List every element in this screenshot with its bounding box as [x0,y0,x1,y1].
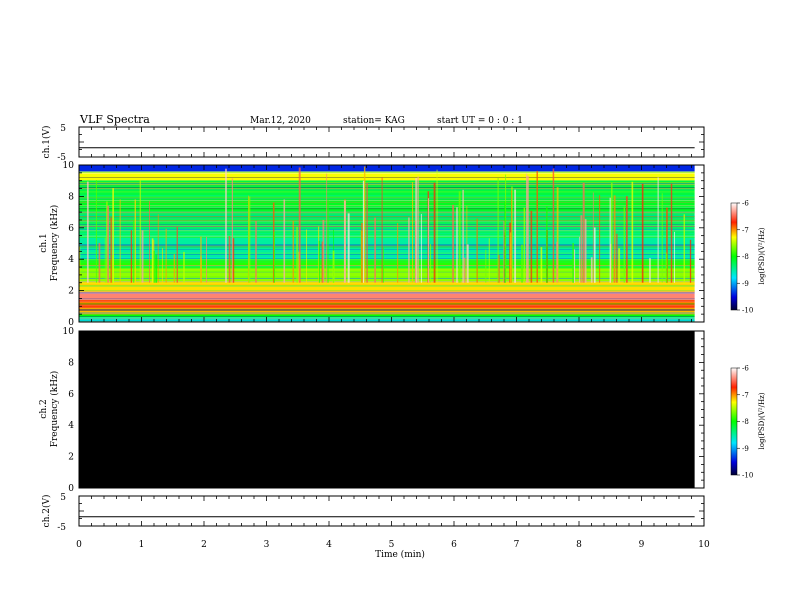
ch2-colorbar-tick-label: -10 [742,472,753,480]
ch1-spec-ylabel-channel: ch.1 [39,233,49,252]
ch2-spec-ytick-label: 2 [68,453,74,463]
ch1-colorbar: -6 -7 -8 -9 -10 log(PSD)(V²/Hz) [730,200,766,315]
ch1-colorbar-scale [730,202,738,311]
x-tick-label: 5 [389,540,395,550]
ch2-colorbar-label: log(PSD)(V²/Hz) [758,392,766,449]
ch1-spec-ytick-label: 6 [68,224,74,234]
ch1-spec-band [79,171,695,181]
ch1-spec-band [79,268,695,282]
x-tick-label: 7 [514,540,520,550]
x-tick-label: 2 [201,540,207,550]
ch1-waveform-panel: 5 -5 ch.1(V) [41,124,705,163]
ch1-spec-ytick-label: 2 [68,287,74,297]
x-tick-label: 3 [264,540,270,550]
ch2-spec-ylabel-frequency: Frequency (kHz) [49,371,60,448]
ch1-spec-band [79,235,695,260]
ch1-spec-ytick-label: 0 [68,318,74,328]
ch2-waveform-panel: 5 -5 ch.2(V) 0 1 2 3 4 5 6 7 8 9 10 Time (min) [41,493,710,560]
ch1-colorbar-tick-label: -9 [742,280,749,288]
ch1-spec-band [79,259,695,269]
x-axis-label: Time (min) [375,549,425,560]
ch1-spec-band [79,290,695,301]
ch1-colorbar-tick-label: -8 [742,253,749,261]
ch2-spectrogram-no-data-fill [79,331,695,488]
ch2-colorbar-scale [730,367,738,476]
ch1-colorbar-label: log(PSD)(V²/Hz) [758,227,766,284]
ch1-spec-band [79,314,695,318]
x-tick-label: 0 [76,540,82,550]
ch2-colorbar-tick-label: -7 [742,391,749,399]
ch1-colorbar-tick-label: -6 [742,200,749,208]
ch2-spectrogram-panel: 0 2 4 6 8 10 ch.2 Frequency (kHz) [39,327,705,494]
start-time-label: start UT = 0 : 0 : 1 [437,116,523,126]
ch1-spec-band [79,165,695,172]
ch2-colorbar-tick-label: -6 [742,365,749,373]
ch1-spectrogram-panel: 0 2 4 6 8 10 ch.1 Frequency (kHz) [39,161,705,328]
x-tick-label: 1 [139,540,145,550]
ch1-spec-ytick-label: 8 [68,192,74,202]
x-tick-label: 8 [576,540,582,550]
ch1-spec-ylabel-frequency: Frequency (kHz) [49,205,60,282]
ch2-spec-ytick-label: 6 [68,390,74,400]
x-tick-label: 9 [639,540,645,550]
ch2-spec-ytick-label: 10 [63,327,75,337]
ch1-wave-ylabel: ch.1(V) [41,126,52,159]
ch1-wave-ytick-minus5: -5 [57,153,66,163]
ch1-spec-band [79,307,695,315]
ch2-colorbar: -6 -7 -8 -9 -10 log(PSD)(V²/Hz) [730,365,766,480]
ch1-colorbar-tick-label: -10 [742,307,753,315]
ch1-colorbar-tick-label: -7 [742,226,749,234]
ch1-spec-ytick-label: 10 [63,161,75,171]
ch1-spec-band [79,212,695,236]
ch2-colorbar-tick-label: -8 [742,418,749,426]
ch2-spec-ytick-label: 4 [68,421,74,431]
ch2-spec-ytick-label: 8 [68,358,74,368]
ch2-spec-ytick-label: 0 [68,484,74,494]
ch2-wave-ylabel: ch.2(V) [41,495,52,528]
ch2-wave-ytick-5: 5 [60,493,66,503]
x-tick-label: 6 [451,540,457,550]
ch1-spec-ytick-label: 4 [68,255,74,265]
date-label: Mar.12, 2020 [250,116,311,126]
ch1-spec-band [79,281,695,291]
ch2-spec-ylabel-channel: ch.2 [39,399,49,418]
station-label: station= KAG [343,116,405,126]
ch2-wave-ytick-minus5: -5 [57,523,66,533]
ch1-spec-band [79,317,695,322]
x-tick-label: 10 [698,540,710,550]
ch1-wave-ytick-5: 5 [60,124,66,134]
ch2-colorbar-tick-label: -9 [742,445,749,453]
x-tick-label: 4 [326,540,332,550]
figure-title: VLF Spectra [79,113,150,126]
